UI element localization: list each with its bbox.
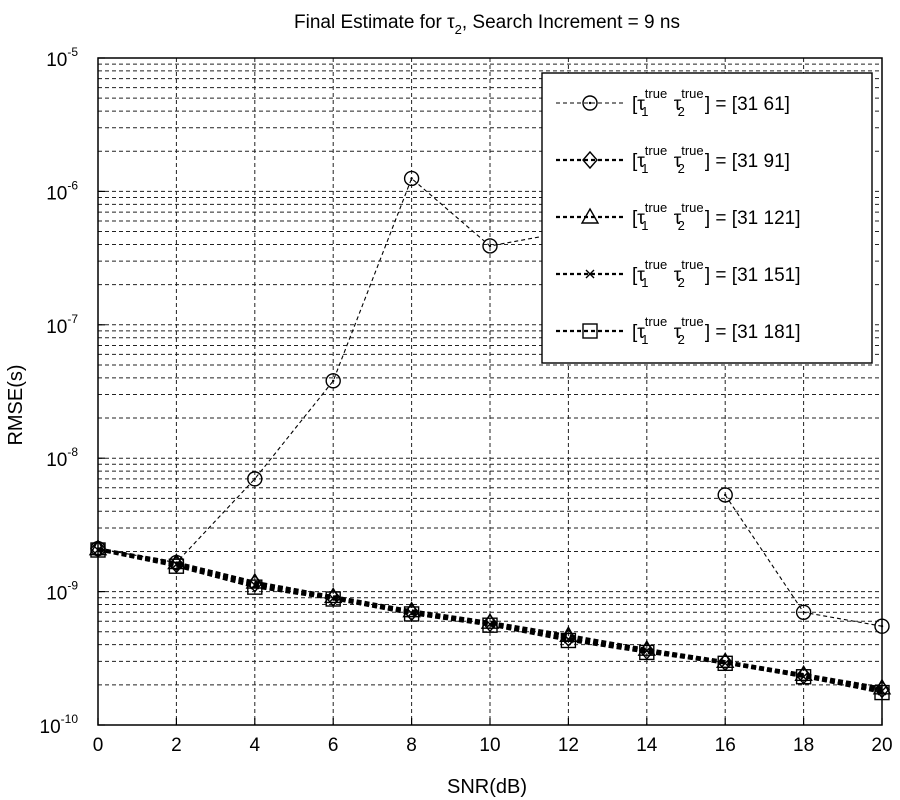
- x-tick-label: 20: [871, 735, 892, 756]
- legend-entry: [τtrue 1 τtrue 2] = [31 181]: [556, 314, 800, 347]
- marker-x: [877, 686, 887, 696]
- marker-square: [582, 323, 598, 339]
- series-triangle: [88, 539, 892, 695]
- y-tick-label: 10-9: [46, 579, 78, 605]
- marker-dot: [880, 625, 884, 628]
- marker-circle: [247, 471, 263, 487]
- marker-square: [717, 655, 733, 672]
- legend-entry: [τtrue 1 τtrue 2] = [31 121]: [556, 200, 800, 233]
- marker-triangle: [715, 651, 735, 669]
- y-tick-label: 10-6: [46, 178, 78, 204]
- marker-triangle: [872, 678, 892, 695]
- marker-dot: [802, 611, 805, 614]
- marker-triangle: [559, 625, 578, 643]
- marker-square: [90, 542, 106, 558]
- y-tick-label: 10-7: [46, 312, 78, 338]
- title-suffix: , Search Increment = 9 ns: [462, 12, 680, 33]
- x-tick-label: 18: [793, 735, 814, 756]
- legend-label: [τtrue 1 τtrue 2] = [31 181]: [632, 314, 800, 347]
- marker-triangle: [167, 553, 186, 570]
- series-square: [90, 542, 890, 701]
- title-subscript: 2: [455, 22, 462, 37]
- y-axis-label: RMSE(s): [5, 364, 27, 445]
- marker-dot: [253, 477, 256, 481]
- title-prefix: Final Estimate for τ: [294, 12, 455, 33]
- y-tick-labels: 10-10 10-9 10-8 10-7 10-6 10-5: [40, 45, 105, 738]
- marker-x: [799, 672, 809, 682]
- marker-square: [168, 558, 185, 574]
- marker-square: [403, 606, 420, 622]
- series-group: [88, 170, 892, 701]
- marker-dot: [588, 101, 592, 105]
- x-tick-label: 4: [250, 735, 261, 756]
- marker-circle: [325, 373, 341, 389]
- legend-label: [τtrue 1 τtrue 2] = [31 151]: [632, 257, 800, 290]
- y-tick-label: 10-5: [46, 45, 78, 71]
- marker-triangle: [88, 539, 108, 556]
- marker-square: [639, 644, 655, 661]
- x-tick-label: 2: [171, 735, 182, 756]
- x-tick-label: 0: [93, 735, 104, 756]
- marker-circle: [482, 238, 498, 254]
- marker-x: [585, 269, 595, 279]
- marker-triangle: [637, 639, 657, 656]
- x-tick-label: 14: [636, 735, 658, 756]
- x-tick-label: 12: [558, 735, 579, 756]
- legend-entry: [τtrue 1 τtrue 2] = [31 61]: [556, 86, 790, 119]
- x-tick-label: 10: [479, 735, 500, 756]
- marker-circle: [795, 604, 812, 620]
- marker-circle: [403, 170, 420, 187]
- x-tick-label: 8: [406, 735, 417, 756]
- marker-triangle: [480, 612, 500, 629]
- marker-dot: [410, 177, 413, 180]
- series-line: [97, 548, 883, 694]
- marker-circle: [874, 618, 890, 634]
- marker-diamond: [582, 150, 598, 170]
- marker-square: [325, 591, 341, 607]
- marker-square: [482, 617, 498, 633]
- marker-dot: [488, 244, 492, 248]
- marker-circle: [582, 95, 598, 111]
- legend-entry: [τtrue 1 τtrue 2] = [31 151]: [556, 257, 800, 290]
- marker-dot: [724, 493, 727, 497]
- marker-dot: [332, 379, 335, 383]
- marker-square: [247, 579, 263, 595]
- x-tick-label: 6: [328, 735, 339, 756]
- marker-square: [795, 669, 812, 685]
- y-tick-label: 10-10: [40, 712, 79, 738]
- chart-title: Final Estimate for τ2, Search Increment …: [294, 12, 680, 37]
- marker-square: [874, 684, 890, 701]
- legend-label: [τtrue 1 τtrue 2] = [31 61]: [632, 86, 790, 119]
- marker-square: [560, 632, 577, 649]
- y-tick-label: 10-8: [46, 445, 78, 471]
- x-tick-labels: 0 2 4 6 8 10 12 14 16 18 20: [93, 718, 893, 756]
- legend-entry: [τtrue 1 τtrue 2] = [31 91]: [556, 143, 790, 176]
- marker-triangle: [580, 207, 600, 224]
- marker-x: [720, 658, 730, 668]
- legend-label: [τtrue 1 τtrue 2] = [31 91]: [632, 143, 790, 176]
- legend-box: [541, 72, 873, 364]
- marker-triangle: [323, 587, 343, 604]
- legend-label: [τtrue 1 τtrue 2] = [31 121]: [632, 200, 800, 233]
- x-tick-label: 16: [715, 735, 736, 756]
- x-axis-label: SNR(dB): [447, 776, 527, 798]
- legend: [τtrue 1 τtrue 2] = [31 61] [τtrue 1 τtrue 2]…: [541, 72, 873, 364]
- marker-circle: [717, 487, 733, 503]
